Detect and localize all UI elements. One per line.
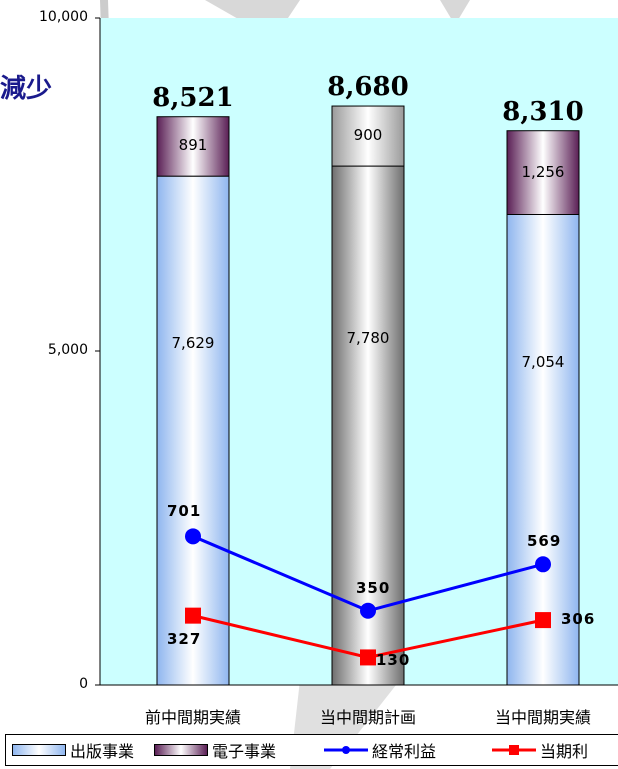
bar-total-label: 8,521 [152,82,234,113]
bar-electronic [156,116,230,177]
chart-title-fragment: 減少 [0,74,53,104]
legend-label-ordinary-profit: 経常利益 [372,742,437,761]
marker-net-profit [535,612,551,629]
legend: 出版事業 電子事業 経常利益 当期利 [5,734,618,766]
bar-segment-label: 7,054 [521,353,565,372]
bar-segment-label: 7,629 [171,333,215,352]
bar-segment-label: 1,256 [521,162,565,181]
legend-label-net-profit: 当期利 [540,742,589,761]
bar-electronic [506,130,580,215]
bar-publishing [331,165,405,686]
bar-segment-label: 7,780 [346,328,390,347]
net-profit-label: 130 [376,651,411,670]
y-tick-label: 5,000 [47,342,88,358]
marker-ordinary-profit [360,602,376,619]
y-tick-label: 10,000 [39,9,88,25]
legend-swatch-electronic [154,744,208,756]
bar-total-label: 8,680 [327,72,409,103]
ordinary-profit-label: 350 [356,578,391,597]
ordinary-profit-label: 701 [167,502,202,521]
bar-segment-label: 900 [353,126,383,145]
legend-line-ordinary-profit-icon [324,746,368,754]
bar-segment-label: 891 [178,136,208,155]
background-decoration [440,0,470,25]
net-profit-label: 306 [561,610,596,629]
marker-net-profit [360,649,376,666]
bar-total-label: 8,310 [502,96,584,127]
legend-item-ordinary-profit: 経常利益 [324,735,436,765]
legend-item-electronic: 電子事業 [154,735,276,765]
legend-label-electronic: 電子事業 [212,742,277,761]
legend-item-net-profit: 当期利 [492,735,588,765]
bar-publishing [506,213,580,686]
bar-publishing [156,175,230,686]
legend-swatch-publishing [12,744,66,756]
category-label: 当中間期実績 [494,708,591,727]
legend-label-publishing: 出版事業 [70,742,135,761]
marker-ordinary-profit [535,556,551,573]
legend-line-net-profit-icon [492,745,536,755]
marker-ordinary-profit [185,528,201,545]
ordinary-profit-label: 569 [527,532,562,551]
bar-electronic [331,105,405,167]
legend-item-publishing: 出版事業 [12,735,134,765]
net-profit-label: 327 [167,629,202,648]
y-tick-label: 0 [79,676,88,692]
category-label: 当中間期計画 [319,708,416,727]
category-label: 前中間期実績 [144,708,241,727]
marker-net-profit [185,607,201,624]
